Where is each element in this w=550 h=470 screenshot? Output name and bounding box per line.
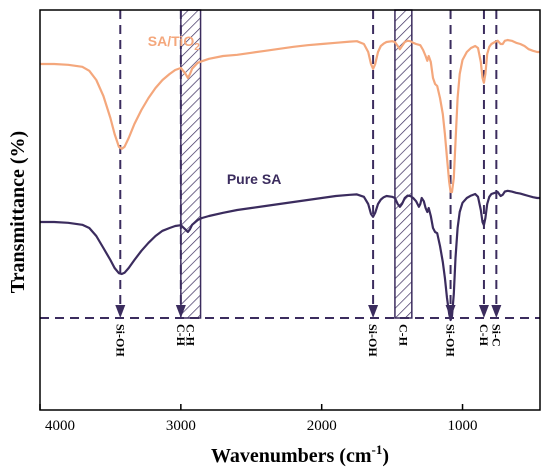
peak-marker-5 [491, 305, 502, 318]
hatched-band-1 [394, 9, 413, 319]
x-tick-label-0: 4000 [45, 418, 75, 434]
series-label-pure_sa: Pure SA [227, 171, 281, 187]
peak-label-0: Si-OH [113, 324, 127, 357]
x-axis-ticks: 4000 3000 2000 1000 [39, 404, 478, 434]
plot-frame [39, 9, 541, 411]
peak-marker-4 [478, 305, 489, 318]
peak-marker-0 [115, 305, 126, 318]
peak-label-4: C-H [477, 324, 491, 347]
peak-labels: Si-OH C-H Si-OH Si-OH C-HSi-CC-H C-H [113, 324, 503, 357]
band-label-1: C-H [396, 324, 410, 347]
band-label-0: C-H [184, 324, 198, 347]
x-tick-label-3: 1000 [448, 418, 478, 434]
series-line-sa_tio2 [40, 38, 540, 194]
series-label-sa_tio2: SA/TiO2 [148, 33, 200, 53]
x-axis-title: Wavenumbers (cm-1) [211, 442, 389, 467]
peak-label-2: Si-OH [366, 324, 380, 357]
spectra: SA/TiO2 Pure SA [40, 33, 540, 322]
peak-label-5: Si-C [489, 324, 503, 347]
series-line-pure_sa [40, 189, 540, 322]
y-axis-title: Transmittance (%) [7, 131, 29, 293]
peak-label-1: C-H [174, 324, 188, 347]
hatched-band-0 [180, 9, 202, 319]
peak-marker-2 [368, 305, 379, 318]
x-tick-label-1: 3000 [166, 418, 196, 434]
peak-label-3: Si-OH [444, 324, 458, 357]
x-tick-label-2: 2000 [307, 418, 337, 434]
peak-marker-1 [175, 305, 186, 318]
hatched-bands [180, 9, 413, 319]
